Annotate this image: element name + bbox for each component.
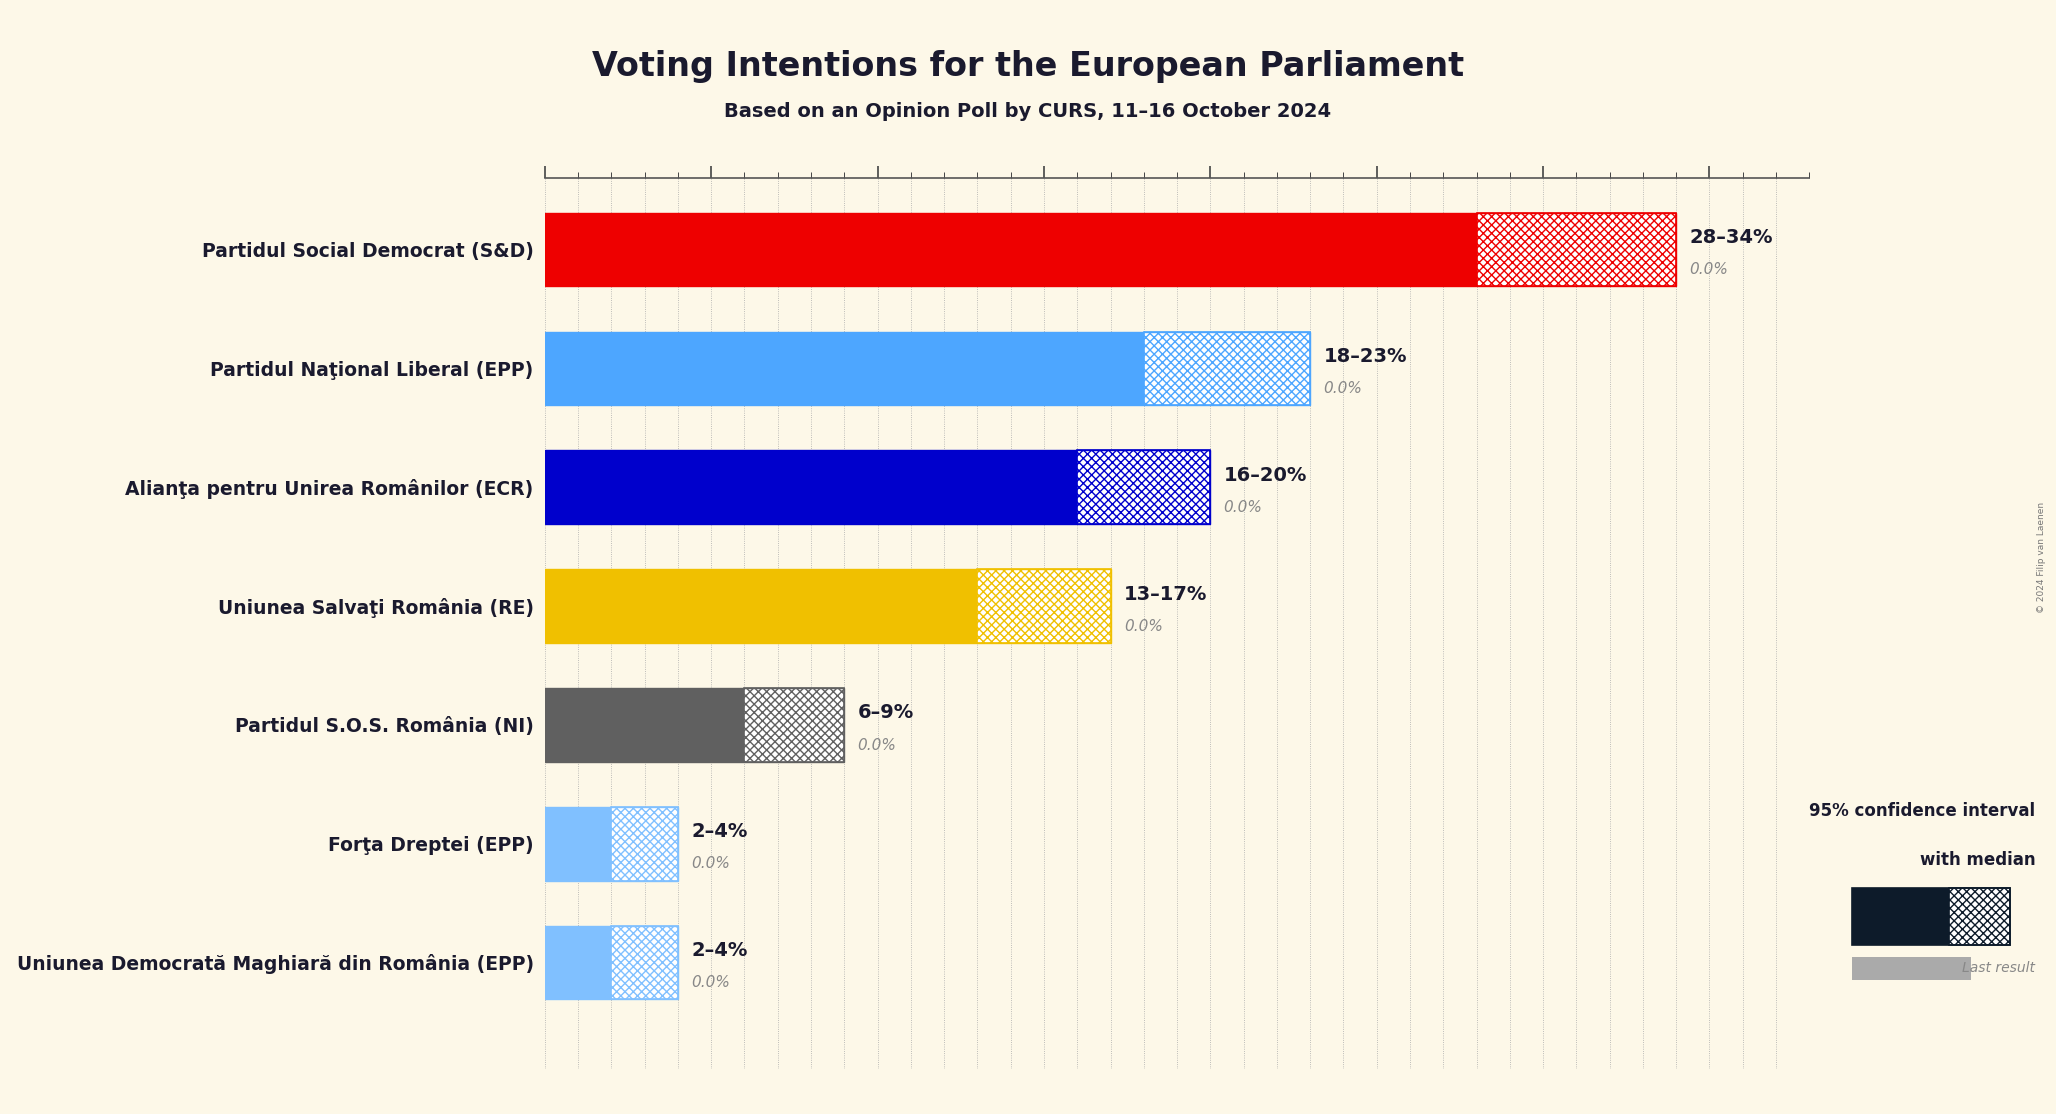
Text: 2–4%: 2–4% <box>691 941 748 960</box>
Bar <box>545 569 1110 643</box>
Text: with median: with median <box>1920 851 2035 869</box>
Text: 6–9%: 6–9% <box>857 703 913 723</box>
Bar <box>545 688 845 762</box>
Text: 0.0%: 0.0% <box>1125 618 1164 634</box>
Text: Voting Intentions for the European Parliament: Voting Intentions for the European Parli… <box>592 50 1464 84</box>
Text: 2–4%: 2–4% <box>691 822 748 841</box>
Text: 18–23%: 18–23% <box>1324 346 1406 367</box>
Bar <box>545 332 1310 405</box>
Bar <box>545 688 744 762</box>
Text: 0.0%: 0.0% <box>857 737 896 753</box>
Bar <box>1949 888 2009 946</box>
Text: 13–17%: 13–17% <box>1125 585 1207 604</box>
Bar <box>611 926 678 999</box>
Text: 0.0%: 0.0% <box>1690 262 1729 277</box>
Bar <box>1852 888 1949 946</box>
Text: 16–20%: 16–20% <box>1223 466 1308 485</box>
Text: 0.0%: 0.0% <box>1324 381 1363 397</box>
Bar <box>545 926 611 999</box>
Text: Based on an Opinion Poll by CURS, 11–16 October 2024: Based on an Opinion Poll by CURS, 11–16 … <box>724 102 1332 121</box>
Bar <box>545 807 678 880</box>
Bar <box>1852 888 2009 946</box>
Text: 0.0%: 0.0% <box>691 975 730 990</box>
Text: © 2024 Filip van Laenen: © 2024 Filip van Laenen <box>2037 501 2046 613</box>
Bar <box>1476 213 1676 286</box>
Bar <box>977 569 1110 643</box>
Bar <box>545 213 1676 286</box>
Bar <box>545 213 1476 286</box>
Text: 0.0%: 0.0% <box>691 857 730 871</box>
Bar <box>1077 450 1211 524</box>
Text: 95% confidence interval: 95% confidence interval <box>1809 802 2035 820</box>
Text: Last result: Last result <box>1961 961 2035 975</box>
Text: 0.0%: 0.0% <box>1223 500 1262 515</box>
Bar <box>611 807 678 880</box>
Bar <box>1852 957 1972 979</box>
Bar <box>545 450 1077 524</box>
Bar <box>1143 332 1310 405</box>
Bar <box>545 926 678 999</box>
Text: 28–34%: 28–34% <box>1690 228 1772 247</box>
Bar <box>545 569 977 643</box>
Bar <box>545 332 1143 405</box>
Bar <box>744 688 845 762</box>
Bar <box>545 450 1211 524</box>
Bar <box>545 807 611 880</box>
